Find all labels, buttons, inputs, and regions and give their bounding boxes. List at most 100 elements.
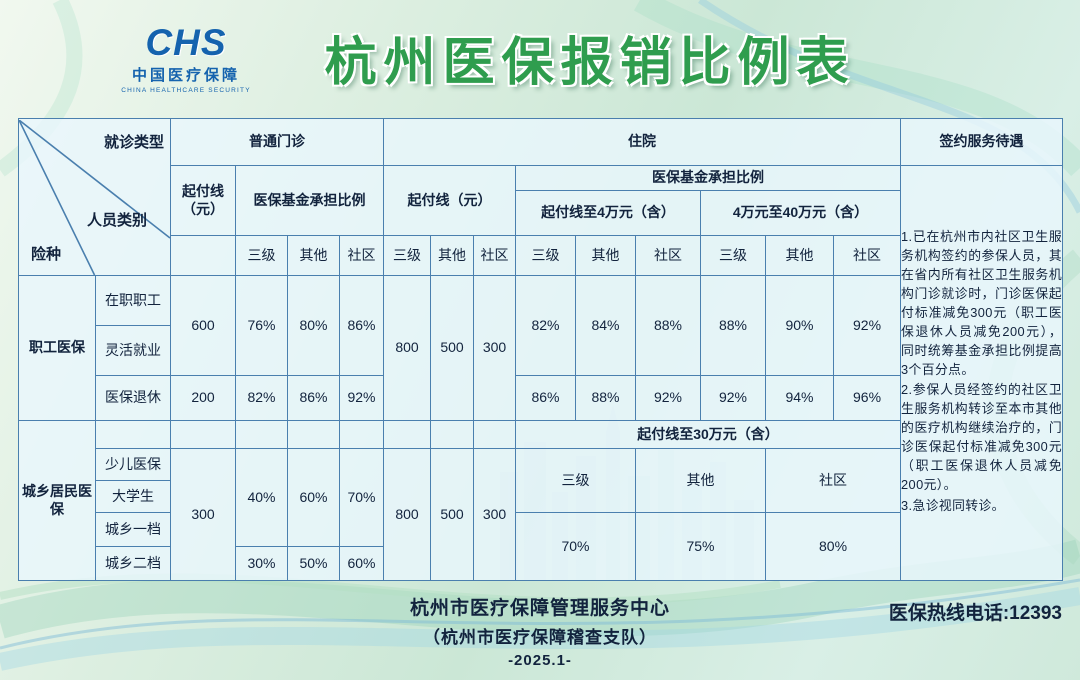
header-signed-benefits: 签约服务待遇: [900, 118, 1064, 166]
corner-header-cell: 就诊类型 人员类别 险种: [18, 118, 171, 276]
subheader-300k-other: 其他: [635, 448, 766, 513]
header-op-deductible: 起付线 （元）: [170, 165, 236, 236]
value-resident-op-deductible: 300: [170, 448, 236, 581]
value-retired-40k-community: 92%: [635, 375, 701, 421]
header-op-deductible-line2: （元）: [182, 200, 224, 217]
chs-logo-name-cn: 中国医疗保障: [131, 67, 240, 84]
row-label-student: 大学生: [95, 480, 171, 513]
header-inpatient: 住院: [382, 118, 902, 166]
footer-date: -2025.1-: [508, 652, 572, 669]
value-tier2-op-other: 50%: [287, 546, 340, 581]
corner-label-person-type: 人员类别: [87, 211, 148, 229]
empty-cell: [95, 420, 171, 449]
row-label-tier2: 城乡二档: [95, 546, 171, 581]
header-op-fund-ratio: 医保基金承担比例: [235, 165, 384, 236]
subheader-ipded-tier3: 三级: [383, 235, 431, 276]
row-label-flexible-employment: 灵活就业: [95, 325, 171, 376]
subheader-300k-community: 社区: [764, 448, 902, 513]
corner-label-insurance-type: 险种: [31, 245, 62, 263]
value-employee-ipded-tier3: 800: [383, 275, 431, 421]
value-active-40k-tier3: 82%: [515, 275, 576, 376]
value-retired-op-community: 92%: [339, 375, 384, 421]
value-active-op-other: 80%: [287, 275, 340, 376]
reimbursement-table: 就诊类型 人员类别 险种 普通门诊 住院 签约服务待遇 起付线 （元） 医保基金…: [18, 118, 1064, 581]
empty-cell: [430, 420, 474, 449]
value-resident-300k-tier3: 70%: [515, 512, 636, 581]
insurance-type-employee: 职工医保: [18, 275, 96, 421]
subheader-op-other: 其他: [287, 235, 340, 276]
empty-cell: [339, 420, 384, 449]
signed-benefits-notes: 1.已在杭州市内社区卫生服务机构签约的参保人员，其在省内所有社区卫生服务机构门诊…: [900, 165, 1064, 581]
value-resident-op-community: 70%: [339, 448, 384, 547]
subheader-op-tier3: 三级: [235, 235, 288, 276]
footer-organization: 杭州市医疗保障管理服务中心: [409, 598, 670, 619]
value-active-400k-community: 92%: [832, 275, 902, 376]
subheader-40k-tier3: 三级: [515, 235, 576, 276]
subheader-40k-other: 其他: [575, 235, 636, 276]
value-active-400k-tier3: 88%: [700, 275, 766, 376]
value-active-40k-community: 88%: [635, 275, 701, 376]
subheader-400k-tier3: 三级: [700, 235, 766, 276]
row-label-tier1: 城乡一档: [95, 512, 171, 547]
chs-logo: CHS 中国医疗保障 CHINA HEALTHCARE SECURITY: [118, 24, 254, 94]
value-tier2-op-tier3: 30%: [235, 546, 288, 581]
value-employee-ipded-other: 500: [430, 275, 474, 421]
chs-logo-acronym: CHS: [145, 22, 227, 63]
footer-branch: （杭州市医疗保障稽查支队）: [423, 628, 657, 647]
row-label-active-employee: 在职职工: [95, 275, 171, 326]
value-retired-400k-other: 94%: [765, 375, 834, 421]
page-title: 杭州医保报销比例表: [324, 32, 856, 93]
value-resident-op-other: 60%: [287, 448, 340, 547]
value-resident-ipded-tier3: 800: [383, 448, 431, 581]
empty-cell: [170, 420, 236, 449]
subheader-40k-community: 社区: [635, 235, 701, 276]
value-resident-ipded-other: 500: [430, 448, 474, 581]
header-op-deductible-line1: 起付线: [182, 183, 224, 199]
subheader-op-community: 社区: [339, 235, 384, 276]
value-retired-400k-tier3: 92%: [700, 375, 766, 421]
note-item-2: 2.参保人员经签约的社区卫生服务机构转诊至本市其他的医疗机构继续治疗的，门诊医保…: [901, 382, 1063, 493]
corner-diagonal-wrap: 就诊类型 人员类别 险种: [19, 119, 170, 275]
subheader-400k-other: 其他: [765, 235, 834, 276]
subheader-ipded-other: 其他: [430, 235, 474, 276]
value-employee-ipded-community: 300: [473, 275, 516, 421]
value-active-op-community: 86%: [339, 275, 384, 376]
row-label-retired: 医保退休: [95, 375, 171, 421]
value-retired-400k-community: 96%: [832, 375, 902, 421]
empty-cell: [235, 420, 288, 449]
note-item-3: 3.急诊视同转诊。: [901, 498, 1005, 514]
corner-diagonal-lines: [19, 119, 170, 275]
empty-cell: [473, 420, 516, 449]
insurance-type-resident: 城乡居民医保: [18, 420, 96, 581]
header-range-to-40k: 起付线至4万元（含）: [515, 190, 701, 236]
note-item-1: 1.已在杭州市内社区卫生服务机构签约的参保人员，其在省内所有社区卫生服务机构门诊…: [901, 228, 1063, 377]
header-range-40k-400k: 4万元至40万元（含）: [699, 190, 902, 236]
corner-label-visit-type: 就诊类型: [103, 133, 164, 151]
row-label-children: 少儿医保: [95, 448, 171, 481]
empty-cell: [383, 420, 431, 449]
chs-logo-name-en: CHINA HEALTHCARE SECURITY: [121, 87, 251, 94]
value-tier2-op-community: 60%: [339, 546, 384, 581]
value-retired-40k-tier3: 86%: [515, 375, 576, 421]
footer-hotline: 医保热线电话:12393: [888, 603, 1062, 624]
value-resident-300k-other: 75%: [635, 512, 766, 581]
value-retired-op-tier3: 82%: [235, 375, 288, 421]
subheader-300k-tier3: 三级: [515, 448, 636, 513]
empty-cell: [170, 235, 236, 276]
value-active-op-tier3: 76%: [235, 275, 288, 376]
value-retired-op-other: 86%: [287, 375, 340, 421]
value-retired-op-deductible: 200: [170, 375, 236, 421]
value-resident-300k-community: 80%: [764, 512, 902, 581]
value-active-400k-other: 90%: [765, 275, 834, 376]
footer-block: 杭州市医疗保障管理服务中心 （杭州市医疗保障稽查支队） -2025.1-: [0, 593, 1080, 669]
header-outpatient: 普通门诊: [170, 118, 384, 166]
header-ip-deductible: 起付线（元）: [383, 165, 516, 236]
value-retired-40k-other: 88%: [575, 375, 636, 421]
header-ip-fund-ratio: 医保基金承担比例: [514, 165, 902, 191]
value-resident-op-tier3: 40%: [235, 448, 288, 547]
subheader-ipded-community: 社区: [473, 235, 516, 276]
header-range-to-300k: 起付线至30万元（含）: [514, 420, 902, 449]
value-active-40k-other: 84%: [575, 275, 636, 376]
value-active-op-deductible: 600: [170, 275, 236, 376]
